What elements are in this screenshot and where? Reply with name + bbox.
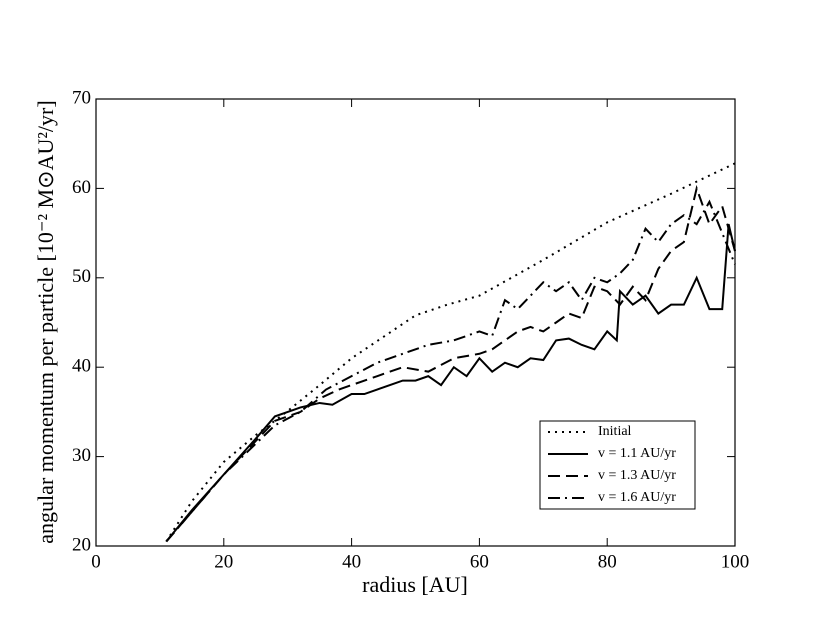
y-tick-label: 30 xyxy=(72,445,91,466)
x-tick-label: 100 xyxy=(721,551,750,572)
legend-label: v = 1.6 AU/yr xyxy=(598,490,676,505)
y-tick-label: 20 xyxy=(72,534,91,555)
x-tick-label: 60 xyxy=(470,551,489,572)
y-tick-label: 70 xyxy=(72,87,91,108)
legend-box xyxy=(539,420,696,510)
x-tick-label: 0 xyxy=(91,551,101,572)
legend-label: Initial xyxy=(598,424,632,439)
series-line xyxy=(165,223,736,543)
x-tick-label: 20 xyxy=(214,551,233,572)
y-tick-label: 50 xyxy=(72,266,91,287)
series-line xyxy=(165,184,736,543)
y-tick-label: 40 xyxy=(72,356,91,377)
legend-label: v = 1.1 AU/yr xyxy=(598,446,676,461)
x-tick-label: 40 xyxy=(342,551,361,572)
x-tick-label: 80 xyxy=(598,551,617,572)
x-axis-label: radius [AU] xyxy=(362,572,468,597)
plot-frame xyxy=(95,98,736,547)
y-axis-label: angular momentum per particle [10⁻² M⊙AU… xyxy=(33,100,58,543)
y-tick-label: 60 xyxy=(72,177,91,198)
series-line xyxy=(165,199,736,543)
series-line xyxy=(165,162,736,543)
legend-label: v = 1.3 AU/yr xyxy=(598,468,676,483)
